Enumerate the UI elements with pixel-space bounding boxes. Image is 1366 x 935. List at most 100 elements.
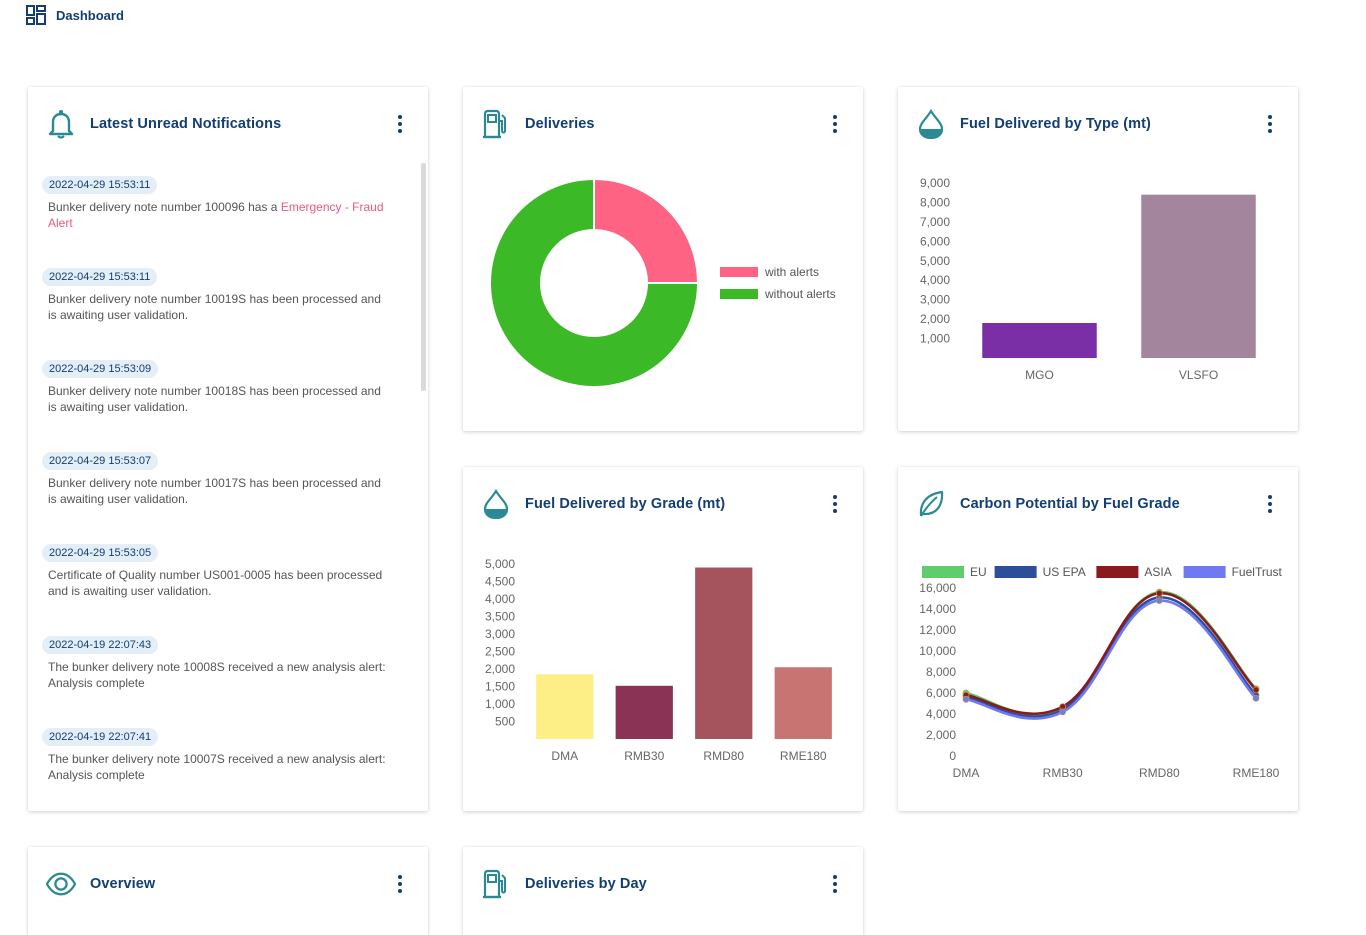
notification-timestamp: 2022-04-29 15:53:05: [42, 544, 159, 562]
y-tick-label: 2,000: [920, 312, 950, 326]
fuel-by-grade-card: Fuel Delivered by Grade (mt) 5,000 4,500 4…: [463, 467, 863, 811]
card-title: Overview: [90, 876, 156, 892]
notifications-card: Latest Unread Notifications 2022-04-29 1…: [28, 87, 428, 811]
notification-message: Bunker delivery note number 10018S has b…: [48, 384, 381, 414]
carbon-potential-card: Carbon Potential by Fuel Grade EU US EPA A…: [898, 467, 1298, 811]
y-tick-label: 4,000: [926, 707, 956, 721]
y-tick-label: 16,000: [919, 581, 956, 595]
card-header: Carbon Potential by Fuel Grade: [916, 489, 1280, 519]
y-tick-label: 2,500: [485, 645, 515, 659]
notification-item[interactable]: 2022-04-29 15:53:07 Bunker delivery note…: [42, 451, 412, 543]
data-point[interactable]: [1252, 686, 1260, 694]
y-tick-label: 8,000: [920, 195, 950, 209]
card-header: Fuel Delivered by Grade (mt): [481, 489, 845, 519]
overview-card: Overview: [28, 847, 428, 935]
legend-label: without alerts: [764, 287, 836, 301]
data-point[interactable]: [1059, 708, 1067, 716]
deliveries-card: Deliveries with alerts without alerts: [463, 87, 863, 431]
legend-label: with alerts: [764, 265, 819, 279]
x-tick-label: DMA: [953, 766, 980, 780]
series-line[interactable]: [965, 590, 1257, 716]
legend-swatch: [720, 289, 758, 299]
carbon-potential-line-chart[interactable]: EU US EPA ASIA FuelTrust 16,000 14,000 12,000 1…: [898, 557, 1298, 797]
notification-message: Bunker delivery note number 100096 has a…: [48, 200, 384, 230]
x-tick-label: RMB30: [1043, 766, 1083, 780]
notification-message: The bunker delivery note 10008S received…: [48, 660, 386, 690]
series-line[interactable]: [965, 596, 1257, 718]
notification-item[interactable]: 2022-04-29 15:53:05 Certificate of Quali…: [42, 543, 412, 635]
doughnut-slice[interactable]: [489, 177, 700, 388]
more-options-icon[interactable]: [390, 112, 410, 136]
notification-timestamp: 2022-04-29 15:53:11: [42, 176, 158, 194]
notification-item[interactable]: 2022-04-29 15:53:09 Bunker delivery note…: [42, 359, 412, 451]
y-tick-label: 3,000: [920, 293, 950, 307]
bar[interactable]: [536, 674, 594, 739]
fuel-by-grade-bar-chart[interactable]: 5,000 4,500 4,000 3,500 3,000 2,500 2,000 1,500…: [463, 547, 863, 807]
data-point[interactable]: [1155, 589, 1163, 597]
notification-timestamp: 2022-04-29 15:53:11: [42, 268, 158, 286]
data-point[interactable]: [1252, 694, 1260, 702]
notification-message: Bunker delivery note number 10017S has b…: [48, 476, 381, 506]
card-header: Fuel Delivered by Type (mt): [916, 109, 1280, 139]
series-line[interactable]: [965, 591, 1257, 716]
fuel-by-type-card: Fuel Delivered by Type (mt) 9,000 8,000 7,…: [898, 87, 1298, 431]
more-options-icon[interactable]: [825, 492, 845, 516]
y-tick-label: 6,000: [926, 686, 956, 700]
notification-message: Certificate of Quality number US001-0005…: [48, 568, 383, 598]
legend-label: FuelTrust: [1232, 565, 1283, 579]
water-drop-icon: [481, 489, 511, 519]
bell-icon: [46, 109, 76, 139]
notification-item[interactable]: 2022-04-19 22:07:43 The bunker delivery …: [42, 635, 412, 727]
legend-swatch: [994, 566, 1037, 578]
notification-item[interactable]: 2022-04-29 15:53:11 Bunker delivery note…: [42, 267, 412, 359]
bar[interactable]: [695, 567, 753, 740]
dashboard-icon[interactable]: [26, 5, 46, 25]
more-options-icon[interactable]: [825, 872, 845, 896]
notification-timestamp: 2022-04-19 22:07:41: [42, 728, 159, 746]
data-point[interactable]: [1155, 597, 1163, 604]
doughnut-slice[interactable]: [593, 177, 700, 284]
page-title[interactable]: Dashboard: [56, 7, 124, 23]
y-tick-label: 2,000: [485, 662, 515, 676]
more-options-icon[interactable]: [1260, 112, 1280, 136]
legend-swatch: [1183, 566, 1226, 578]
bar[interactable]: [774, 667, 832, 739]
card-header: Latest Unread Notifications: [46, 109, 410, 139]
x-tick-label: RME180: [780, 749, 827, 763]
alert-text: Emergency - Fraud Alert: [48, 200, 384, 230]
more-options-icon[interactable]: [825, 112, 845, 136]
notification-item[interactable]: 2022-04-29 15:53:11 Bunker delivery note…: [42, 175, 412, 267]
x-tick-label: MGO: [1025, 368, 1054, 382]
more-options-icon[interactable]: [1260, 492, 1280, 516]
card-header: Deliveries: [481, 109, 845, 139]
y-tick-label: 0: [949, 749, 956, 763]
y-tick-label: 8,000: [926, 665, 956, 679]
fuel-by-type-bar-chart[interactable]: 9,000 8,000 7,000 6,000 5,000 4,000 3,000 2,000…: [898, 167, 1298, 427]
deliveries-doughnut-chart[interactable]: with alerts without alerts: [463, 141, 863, 431]
bar[interactable]: [615, 685, 673, 739]
bar[interactable]: [982, 323, 1097, 358]
notification-message: Bunker delivery note number 10019S has b…: [48, 292, 381, 322]
fuel-pump-icon: [481, 869, 511, 899]
y-tick-label: 6,000: [920, 234, 950, 248]
card-title: Fuel Delivered by Grade (mt): [525, 496, 726, 512]
series-line[interactable]: [965, 599, 1257, 720]
legend-label: ASIA: [1144, 565, 1171, 579]
notification-list: 2022-04-29 15:53:11 Bunker delivery note…: [42, 175, 412, 811]
notification-message: The bunker delivery note 10007S received…: [48, 752, 386, 782]
card-title: Fuel Delivered by Type (mt): [960, 116, 1151, 132]
y-tick-label: 4,000: [920, 273, 950, 287]
scrollbar[interactable]: [421, 163, 426, 391]
card-title: Deliveries by Day: [525, 876, 647, 892]
y-tick-label: 9,000: [920, 176, 950, 190]
bar[interactable]: [1141, 194, 1256, 358]
x-tick-label: RMB30: [624, 749, 664, 763]
x-tick-label: RME180: [1233, 766, 1280, 780]
more-options-icon[interactable]: [390, 872, 410, 896]
y-tick-label: 1,000: [920, 332, 950, 346]
notification-item[interactable]: 2022-04-19 22:07:41 The bunker delivery …: [42, 727, 412, 811]
notification-timestamp: 2022-04-29 15:53:09: [42, 360, 159, 378]
topbar: Dashboard: [26, 5, 124, 25]
y-tick-label: 5,000: [920, 254, 950, 268]
data-point[interactable]: [962, 695, 970, 703]
